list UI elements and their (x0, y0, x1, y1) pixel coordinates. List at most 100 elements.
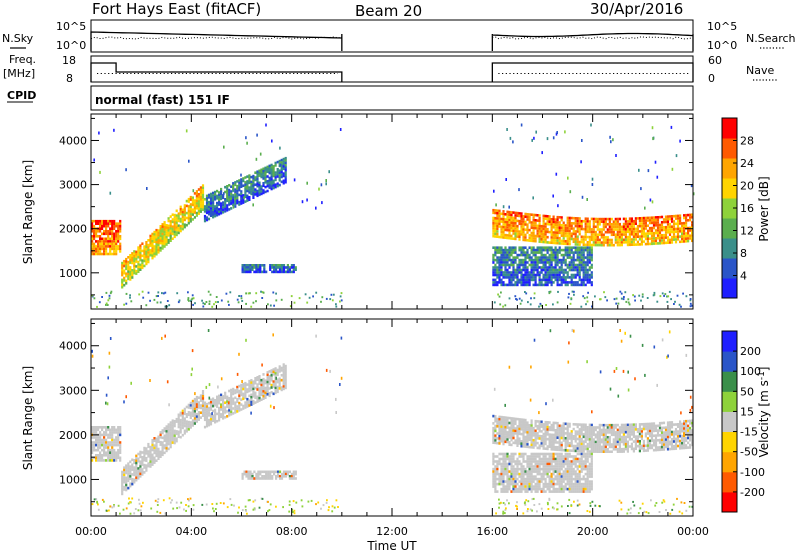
power-cell (508, 223, 511, 227)
power-cell (564, 283, 567, 287)
power-speck (259, 152, 262, 156)
power-cell (145, 253, 148, 256)
power-cell (288, 268, 291, 271)
velocity-cell (238, 392, 241, 395)
power-cell (570, 246, 573, 249)
power-cell (540, 227, 543, 231)
velocity-cell (113, 459, 116, 462)
power-cell (522, 283, 525, 287)
power-cell (201, 208, 205, 211)
power-cell (638, 243, 641, 246)
velocity-cell (566, 439, 569, 443)
velocity-cell (257, 470, 260, 474)
power-cell (676, 225, 680, 228)
velocity-cell (556, 426, 559, 430)
power-cell (508, 278, 511, 282)
power-cell (248, 186, 251, 189)
velocity-cell (679, 420, 682, 423)
velocity-cell (230, 405, 233, 409)
power-cell (278, 169, 281, 172)
power-speck (670, 125, 673, 129)
power-cell (648, 221, 652, 225)
power-cell (107, 222, 110, 225)
velocity-cell (284, 470, 288, 474)
velocity-cell (681, 427, 684, 431)
power-cell (532, 239, 535, 243)
velocity-cell (111, 456, 114, 460)
velocity-cell (504, 435, 507, 439)
power-cell (252, 189, 255, 192)
power-speck (339, 295, 342, 298)
power-speck (691, 304, 693, 307)
power-cell (598, 233, 601, 236)
velocity-cell (254, 381, 257, 385)
velocity-cell (107, 451, 110, 454)
power-cell (632, 222, 635, 226)
power-cell (594, 225, 597, 229)
velocity-cell (670, 440, 674, 443)
velocity-cell (111, 428, 114, 432)
power-cell (212, 196, 215, 200)
power-cell (256, 175, 259, 178)
velocity-cell (244, 401, 247, 404)
power-cell (554, 256, 557, 259)
power-cell (522, 253, 525, 257)
velocity-cell (594, 440, 597, 444)
power-cell (492, 234, 495, 238)
velocity-cell (672, 433, 676, 436)
power-cell (558, 223, 561, 227)
power-cell (230, 192, 233, 196)
power-cell (564, 242, 567, 246)
velocity-cell (622, 423, 625, 427)
velocity-cell (274, 386, 277, 390)
power-cell (558, 268, 561, 272)
power-cell (558, 261, 561, 264)
velocity-cell (638, 435, 641, 438)
power-cell (263, 266, 266, 269)
velocity-cell (193, 400, 196, 403)
velocity-cell (278, 365, 281, 368)
velocity-cell (177, 418, 180, 421)
velocity-cell (687, 427, 690, 430)
power-speck (107, 299, 110, 302)
velocity-cell (216, 398, 219, 401)
velocity-cell (165, 442, 168, 445)
power-cell (664, 231, 668, 234)
power-cell (560, 283, 563, 287)
velocity-cell (524, 428, 527, 431)
velocity-cell (566, 434, 569, 438)
velocity-cell (618, 450, 621, 453)
power-cell (520, 246, 523, 249)
velocity-cell (226, 405, 229, 408)
power-cell (498, 248, 501, 252)
velocity-cell (101, 459, 104, 462)
velocity-cell (572, 435, 575, 438)
power-cell (586, 251, 589, 254)
power-cell (582, 220, 585, 223)
power-cell (498, 271, 501, 274)
power-cell (278, 183, 281, 187)
velocity-cell (626, 430, 629, 434)
velocity-cell (566, 427, 569, 430)
power-cell (598, 220, 601, 223)
power-cell (552, 266, 555, 269)
power-cell (574, 224, 577, 228)
power-cell (558, 248, 561, 252)
power-cell (191, 196, 194, 199)
velocity-cell (666, 423, 670, 427)
power-cell (506, 218, 509, 221)
power-cell (163, 235, 166, 239)
power-cell (193, 204, 196, 207)
power-cell (498, 251, 501, 254)
power-cell (534, 239, 537, 243)
power-cell (131, 269, 134, 272)
power-cell (580, 268, 583, 272)
velocity-cell (276, 368, 279, 372)
power-cell (566, 216, 569, 220)
power-cell (544, 263, 547, 267)
velocity-cell (638, 447, 641, 450)
velocity-cell (608, 423, 611, 427)
power-cell (243, 270, 246, 274)
velocity-cell (165, 449, 168, 453)
velocity-cell (552, 426, 555, 429)
